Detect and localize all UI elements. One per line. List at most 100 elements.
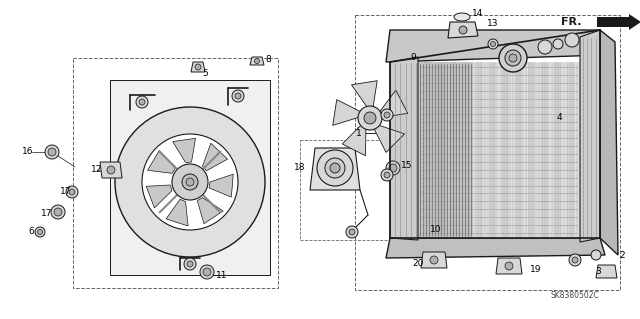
Text: 8: 8 bbox=[265, 56, 271, 64]
Polygon shape bbox=[573, 62, 580, 238]
Polygon shape bbox=[166, 199, 188, 226]
Circle shape bbox=[389, 164, 397, 172]
Polygon shape bbox=[148, 151, 175, 173]
Circle shape bbox=[505, 50, 521, 66]
Polygon shape bbox=[561, 62, 567, 238]
Polygon shape bbox=[444, 62, 451, 238]
Polygon shape bbox=[146, 185, 172, 208]
Polygon shape bbox=[197, 198, 223, 224]
Polygon shape bbox=[457, 62, 463, 238]
Polygon shape bbox=[173, 138, 195, 162]
Circle shape bbox=[386, 161, 400, 175]
Text: 9: 9 bbox=[410, 54, 416, 63]
Circle shape bbox=[172, 164, 208, 200]
Polygon shape bbox=[600, 30, 618, 255]
Text: 16: 16 bbox=[22, 147, 33, 157]
Polygon shape bbox=[373, 125, 404, 152]
Circle shape bbox=[325, 158, 345, 178]
Text: 13: 13 bbox=[487, 19, 499, 28]
Polygon shape bbox=[191, 62, 205, 72]
Polygon shape bbox=[548, 62, 554, 238]
Circle shape bbox=[232, 90, 244, 102]
Circle shape bbox=[553, 39, 563, 49]
Ellipse shape bbox=[454, 13, 470, 21]
Polygon shape bbox=[522, 62, 528, 238]
Polygon shape bbox=[476, 62, 483, 238]
Text: 17: 17 bbox=[60, 188, 72, 197]
Polygon shape bbox=[554, 62, 561, 238]
Polygon shape bbox=[386, 238, 605, 258]
Circle shape bbox=[384, 112, 390, 118]
Polygon shape bbox=[489, 62, 496, 238]
Circle shape bbox=[45, 145, 59, 159]
Text: 19: 19 bbox=[530, 265, 541, 275]
Circle shape bbox=[48, 148, 56, 156]
Circle shape bbox=[66, 186, 78, 198]
Circle shape bbox=[538, 40, 552, 54]
Text: 17: 17 bbox=[41, 209, 52, 218]
Polygon shape bbox=[421, 252, 447, 268]
Circle shape bbox=[384, 172, 390, 178]
Circle shape bbox=[381, 169, 393, 181]
Polygon shape bbox=[202, 143, 228, 171]
Polygon shape bbox=[418, 62, 473, 238]
Circle shape bbox=[509, 54, 517, 62]
Polygon shape bbox=[431, 62, 438, 238]
Circle shape bbox=[572, 257, 578, 263]
Polygon shape bbox=[534, 62, 541, 238]
Circle shape bbox=[488, 39, 498, 49]
Circle shape bbox=[136, 96, 148, 108]
Circle shape bbox=[459, 26, 467, 34]
Polygon shape bbox=[418, 62, 424, 238]
Text: SK8380502C: SK8380502C bbox=[550, 291, 600, 300]
Circle shape bbox=[255, 58, 259, 63]
Text: 12: 12 bbox=[91, 166, 102, 174]
Polygon shape bbox=[596, 265, 617, 278]
Circle shape bbox=[35, 227, 45, 237]
Circle shape bbox=[346, 226, 358, 238]
Circle shape bbox=[430, 256, 438, 264]
Polygon shape bbox=[209, 174, 234, 197]
Polygon shape bbox=[541, 62, 548, 238]
Circle shape bbox=[200, 265, 214, 279]
Polygon shape bbox=[515, 62, 522, 238]
Polygon shape bbox=[424, 62, 431, 238]
Circle shape bbox=[139, 99, 145, 105]
Circle shape bbox=[565, 33, 579, 47]
Text: 10: 10 bbox=[430, 226, 442, 234]
Circle shape bbox=[317, 150, 353, 186]
Circle shape bbox=[54, 208, 62, 216]
Circle shape bbox=[195, 64, 201, 70]
Circle shape bbox=[235, 93, 241, 99]
Text: 5: 5 bbox=[202, 69, 208, 78]
Circle shape bbox=[364, 112, 376, 124]
Polygon shape bbox=[528, 62, 534, 238]
Text: 6: 6 bbox=[28, 227, 34, 236]
Polygon shape bbox=[386, 30, 605, 62]
Polygon shape bbox=[580, 30, 600, 242]
Circle shape bbox=[203, 268, 211, 276]
Polygon shape bbox=[110, 80, 270, 275]
Circle shape bbox=[381, 109, 393, 121]
Text: 4: 4 bbox=[557, 114, 563, 122]
Text: 20: 20 bbox=[412, 258, 424, 268]
Circle shape bbox=[358, 106, 382, 130]
Text: 18: 18 bbox=[294, 164, 305, 173]
Polygon shape bbox=[438, 62, 444, 238]
Polygon shape bbox=[496, 258, 522, 274]
Circle shape bbox=[115, 107, 265, 257]
Text: 2: 2 bbox=[619, 250, 625, 259]
Text: FR.: FR. bbox=[561, 17, 582, 27]
Circle shape bbox=[349, 229, 355, 235]
Polygon shape bbox=[470, 62, 476, 238]
FancyArrow shape bbox=[597, 14, 640, 30]
Polygon shape bbox=[463, 62, 470, 238]
Circle shape bbox=[330, 163, 340, 173]
Text: 14: 14 bbox=[472, 9, 483, 18]
Polygon shape bbox=[333, 100, 362, 125]
Polygon shape bbox=[100, 162, 122, 178]
Polygon shape bbox=[448, 22, 478, 38]
Circle shape bbox=[499, 44, 527, 72]
Polygon shape bbox=[451, 62, 457, 238]
Text: 1: 1 bbox=[356, 129, 362, 137]
